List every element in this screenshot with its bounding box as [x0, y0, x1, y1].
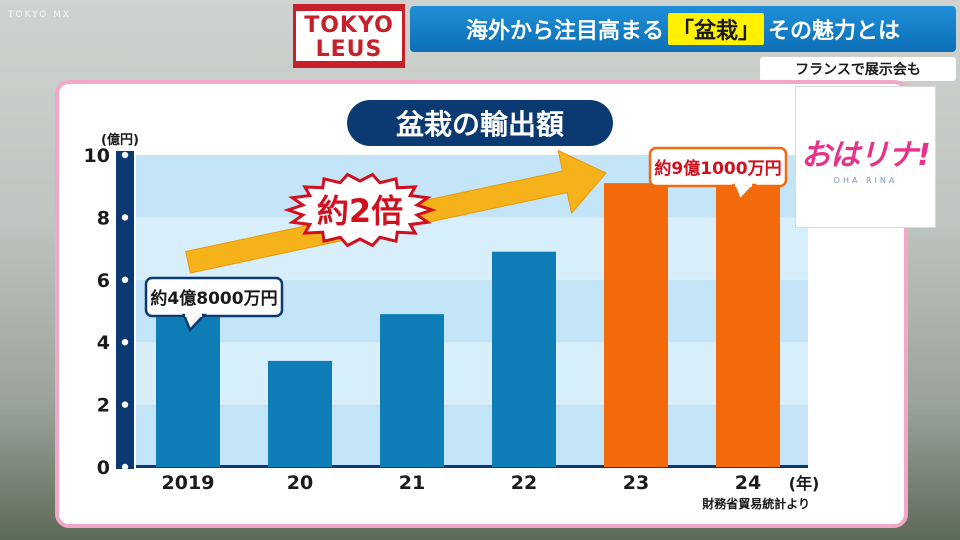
logo-line2: LEUS	[315, 37, 383, 62]
callout-first-tail-mask	[185, 313, 202, 317]
program-logo-text: おはリナ!	[801, 137, 931, 173]
callout-last-tail-mask	[735, 183, 752, 187]
x-tick-label: 24	[735, 472, 761, 494]
program-logo: おはリナ! OHA RINA	[795, 86, 936, 228]
growth-label: 約2倍	[317, 192, 403, 230]
y-tick-label: 8	[97, 207, 110, 229]
chart-title-pill	[347, 100, 613, 146]
x-axis-label: (年)	[789, 474, 820, 493]
callout-first-label: 約4億8000万円	[150, 288, 277, 309]
source-note: 財務省貿易統計より	[701, 496, 810, 511]
bar-21	[380, 314, 444, 467]
channel-watermark: TOKYO MX	[8, 10, 72, 20]
y-tick-dot	[121, 151, 129, 159]
y-tick-label: 10	[84, 145, 110, 167]
headline-highlight: 「盆栽」	[667, 13, 764, 45]
y-tick-dot	[121, 401, 129, 408]
x-tick-label: 2019	[162, 472, 215, 494]
x-axis-line	[136, 465, 808, 468]
growth-starburst	[283, 172, 437, 248]
logo-stripe-top	[296, 7, 402, 11]
logo-stripe-bottom	[296, 61, 402, 65]
callout-last-box	[648, 146, 788, 188]
program-logo-subtext: OHA RINA	[833, 175, 898, 185]
bar-24	[716, 186, 780, 467]
callout-first-box	[144, 276, 284, 318]
y-tick-label: 0	[97, 457, 110, 479]
x-tick-label: 20	[287, 472, 313, 494]
y-tick-label: 6	[97, 270, 110, 292]
y-tick-dot	[121, 463, 129, 471]
y-tick-label: 4	[97, 332, 110, 354]
bar-20	[268, 360, 332, 467]
subheadline: フランスで展示会も	[760, 57, 956, 81]
y-tick-label: 2	[97, 395, 110, 417]
bar-23	[604, 183, 668, 467]
y-tick-dot	[121, 276, 129, 283]
y-tick-dot	[121, 339, 129, 346]
headline-post: その魅力とは	[768, 19, 901, 44]
plot-band	[136, 342, 808, 405]
y-tick-dot	[121, 214, 129, 221]
logo-line1: TOKYO	[304, 13, 394, 38]
news-logo: TOKYO LEUS	[293, 4, 405, 68]
y-axis-label: (億円)	[101, 132, 139, 148]
x-tick-label: 22	[511, 472, 537, 494]
callout-last-label: 約9億1000万円	[654, 158, 781, 179]
bar-22	[492, 251, 556, 467]
headline-pre: 海外から注目高まる	[465, 19, 664, 44]
x-tick-label: 23	[623, 472, 649, 494]
headline-banner: 海外から注目高まる 「盆栽」 その魅力とは	[410, 6, 956, 52]
plot-band	[136, 404, 808, 467]
bar-2019	[156, 317, 220, 467]
y-axis-bar	[116, 151, 134, 469]
chart-title: 盆栽の輸出額	[396, 108, 564, 141]
x-tick-label: 21	[399, 472, 425, 494]
